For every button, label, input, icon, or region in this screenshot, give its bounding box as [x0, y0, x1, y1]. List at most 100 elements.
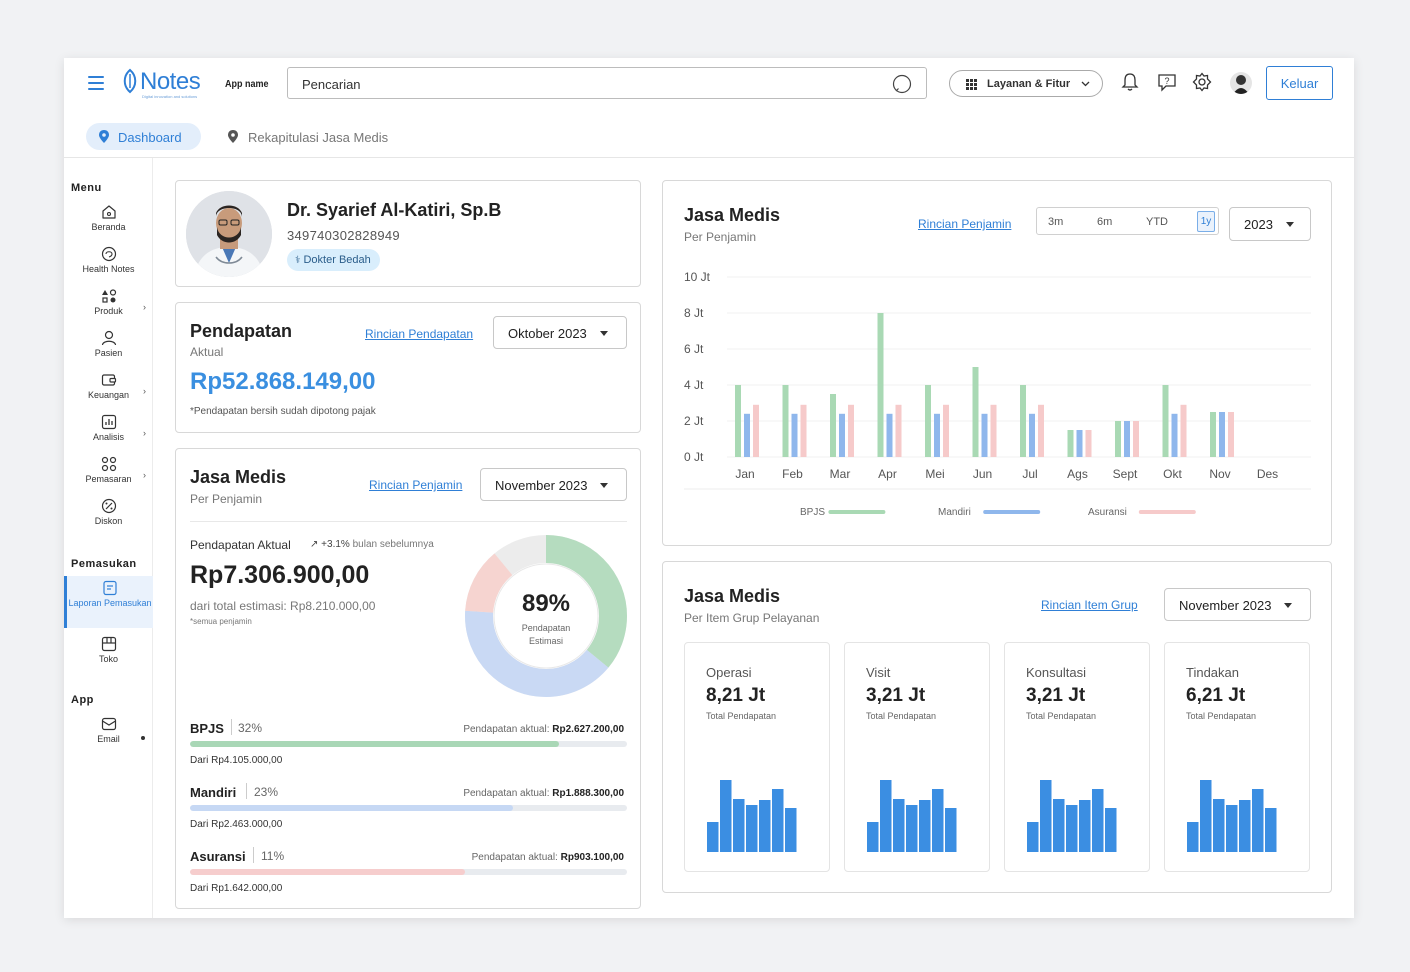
mini-bar: [880, 780, 892, 852]
logout-button[interactable]: Keluar: [1266, 66, 1333, 100]
bar-mandiri: [886, 413, 893, 457]
x-tick-label: Sept: [1113, 467, 1138, 481]
penjamin-row-of: Dari Rp4.105.000,00: [190, 755, 283, 766]
range-6m[interactable]: 6m: [1097, 216, 1113, 228]
user-avatar-image: [1233, 75, 1249, 94]
health-notes-icon: [101, 246, 116, 262]
sidebar-item-laporan-pemasukan[interactable]: Laporan Pemasukan: [64, 576, 153, 628]
sidebar-item-diskon[interactable]: Diskon: [64, 498, 153, 526]
search-input[interactable]: Pencarian: [287, 67, 927, 99]
bar-asuransi: [1133, 421, 1139, 457]
help-icon[interactable]: ?: [1157, 72, 1177, 92]
year-value: 2023: [1244, 217, 1273, 232]
pendapatan-period-select[interactable]: Oktober 2023: [493, 316, 627, 349]
sidebar-item-analisis[interactable]: Analisis ›: [64, 414, 153, 442]
sidebar-item-email[interactable]: Email: [64, 716, 153, 744]
sidebar-item-label: Diskon: [94, 516, 123, 526]
sidebar-item-health-notes[interactable]: Health Notes: [64, 246, 153, 274]
asuransi-progress-fill: [190, 869, 466, 875]
y-tick-label: 4 Jt: [684, 378, 704, 392]
logo[interactable]: Notes Digital innovation and solutions: [120, 68, 201, 99]
range-ytd[interactable]: YTD: [1146, 216, 1168, 228]
doctor-id: 349740302828949: [287, 228, 400, 243]
actual-value: Rp1.888.300,00: [552, 788, 624, 799]
sidebar-item-label: Analisis: [92, 432, 124, 442]
x-tick-label: Jan: [735, 467, 754, 481]
item-label: Total Pendapatan: [1026, 711, 1097, 721]
range-1y[interactable]: 1y: [1197, 211, 1215, 232]
semua-penjamin-note: *semua penjamin: [190, 617, 252, 626]
donut-segment-bpjs: [465, 535, 627, 697]
actual-label: Pendapatan aktual:: [471, 852, 558, 863]
penjamin-period-select[interactable]: November 2023: [480, 468, 627, 501]
year-select[interactable]: 2023: [1229, 207, 1311, 241]
bar-mandiri: [1124, 421, 1130, 457]
rincian-item-grup-link[interactable]: Rincian Item Grup: [1041, 598, 1138, 612]
user-avatar[interactable]: [1230, 72, 1252, 94]
x-tick-label: Mar: [830, 467, 851, 481]
store-icon: [101, 636, 116, 652]
sidebar: Menu Beranda Health Notes Produk › Pasie…: [64, 158, 153, 918]
bell-icon[interactable]: [1121, 72, 1139, 92]
home-icon: [101, 205, 116, 219]
legend-label: Asuransi: [1088, 507, 1127, 518]
sidebar-item-toko[interactable]: Toko: [64, 636, 153, 664]
legend-swatch: [1138, 510, 1196, 514]
penjamin-amount: Rp7.306.900,00: [190, 561, 370, 589]
legend-label: BPJS: [800, 507, 825, 518]
item-card-tindakan[interactable]: Tindakan 6,21 Jt Total Pendapatan: [1164, 642, 1310, 872]
trend-indicator: ↗ +3.1% bulan sebelumnya: [310, 539, 434, 550]
item-name: Konsultasi: [1026, 665, 1086, 680]
jasa-bar-chart: 0 Jt 2 Jt 4 Jt 6 Jt 8 Jt 10 Jt Jan Feb Mar Apr Mei…: [684, 270, 1311, 518]
bar-bpjs: [782, 385, 789, 457]
sidebar-item-keuangan[interactable]: Keuangan ›: [64, 372, 153, 400]
sidebar-item-produk[interactable]: Produk ›: [64, 288, 153, 316]
penjamin-row-actual: Pendapatan aktual: Rp903.100,00: [472, 852, 624, 863]
rincian-penjamin-link[interactable]: Rincian Penjamin: [369, 478, 463, 492]
item-card-konsultasi[interactable]: Konsultasi 3,21 Jt Total Pendapatan: [1004, 642, 1150, 872]
sidebar-app-title: App: [71, 694, 94, 706]
bar-asuransi: [1180, 404, 1187, 457]
mini-bar: [772, 789, 784, 852]
mini-bar: [1200, 780, 1212, 852]
sidebar-item-pemasaran[interactable]: Pemasaran ›: [64, 456, 153, 484]
bar-mandiri: [1076, 430, 1083, 457]
mini-bar: [1027, 822, 1039, 852]
caret-down-icon: [1284, 603, 1292, 608]
mini-bar: [707, 822, 719, 852]
item-card-operasi[interactable]: Operasi 8,21 Jt Total Pendapatan: [684, 642, 830, 872]
item-name: Visit: [866, 665, 891, 680]
breadcrumb-dashboard[interactable]: Dashboard: [86, 123, 201, 150]
chevron-right-icon: ›: [143, 470, 146, 480]
sidebar-item-pasien[interactable]: Pasien: [64, 330, 153, 358]
bar-asuransi: [800, 404, 807, 457]
range-3m[interactable]: 3m: [1048, 216, 1064, 228]
layanan-fitur-button[interactable]: Layanan & Fitur: [949, 70, 1103, 97]
breadcrumb-current-label: Rekapitulasi Jasa Medis: [248, 130, 389, 145]
item-value: 8,21 Jt: [706, 685, 766, 706]
bar-bpjs: [877, 313, 884, 457]
y-tick-label: 10 Jt: [684, 270, 711, 284]
item-grup-period-select[interactable]: November 2023: [1164, 588, 1311, 621]
hamburger-menu-icon[interactable]: [88, 76, 104, 90]
item-grup-title: Jasa Medis: [684, 586, 781, 606]
profile-card: Dr. Syarief Al-Katiri, Sp.B 349740302828…: [175, 180, 641, 287]
mandiri-progress-track: [190, 805, 627, 811]
mini-bar: [1105, 808, 1117, 852]
sidebar-item-beranda[interactable]: Beranda: [64, 204, 153, 232]
bar-mandiri: [1029, 413, 1035, 457]
rincian-penjamin-chart-link[interactable]: Rincian Penjamin: [918, 217, 1012, 231]
bar-asuransi: [753, 404, 759, 457]
mini-bar: [1252, 789, 1264, 852]
mini-bar: [1239, 800, 1251, 852]
legend-label: Mandiri: [938, 507, 971, 518]
gear-icon[interactable]: [1192, 72, 1212, 92]
rincian-pendapatan-link[interactable]: Rincian Pendapatan: [365, 327, 474, 341]
item-card-visit[interactable]: Visit 3,21 Jt Total Pendapatan: [844, 642, 990, 872]
sidebar-item-label: Laporan Pemasukan: [68, 598, 152, 608]
bar-bpjs: [1115, 421, 1121, 457]
search-icon[interactable]: [892, 74, 912, 94]
mini-bar: [1187, 822, 1199, 852]
bar-bpjs: [1020, 385, 1026, 457]
mini-bar: [893, 799, 905, 852]
